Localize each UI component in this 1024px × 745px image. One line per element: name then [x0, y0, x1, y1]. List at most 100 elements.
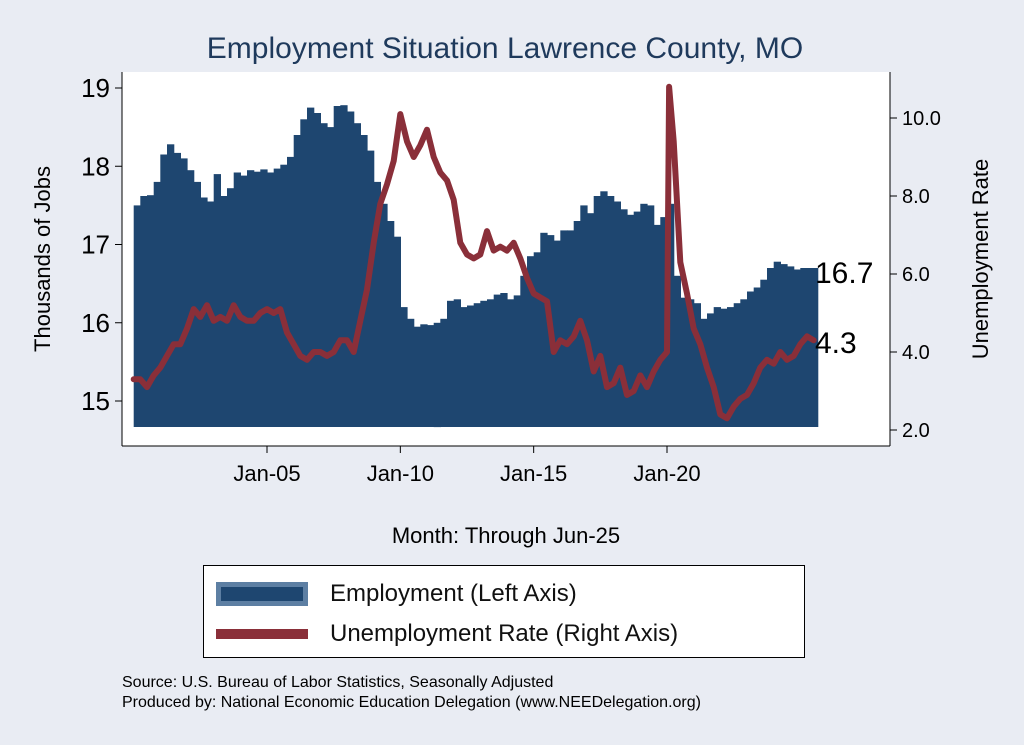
unemployment-end-label: 4.3	[815, 327, 857, 360]
employment-bar	[420, 324, 428, 427]
employment-bar	[613, 201, 621, 427]
employment-bar	[647, 205, 655, 427]
employment-bar	[720, 308, 728, 427]
employment-bar	[440, 318, 448, 427]
employment-bar	[240, 175, 248, 427]
left-tick-label: 16	[81, 308, 110, 338]
x-tick-label: Jan-05	[233, 461, 300, 486]
legend-item-employment: Employment (Left Axis)	[216, 574, 577, 614]
employment-bar	[247, 170, 255, 427]
employment-bar	[280, 164, 288, 427]
employment-bar	[773, 261, 781, 427]
employment-bar	[480, 300, 488, 427]
left-axis-label: Thousands of Jobs	[30, 166, 55, 352]
employment-bar	[467, 305, 475, 427]
employment-bar	[380, 203, 388, 427]
employment-bar	[333, 106, 341, 427]
employment-bar	[313, 113, 321, 427]
employment-bar	[300, 119, 308, 428]
employment-bar	[187, 170, 195, 427]
employment-swatch	[216, 582, 308, 606]
employment-bar	[700, 318, 708, 427]
legend-label-unemployment: Unemployment Rate (Right Axis)	[330, 620, 679, 647]
x-tick-label: Jan-20	[633, 461, 700, 486]
legend-item-unemployment: Unemployment Rate (Right Axis)	[216, 614, 678, 654]
employment-bar	[620, 209, 628, 427]
employment-bar	[507, 299, 515, 427]
employment-bar	[673, 275, 681, 427]
employment-bar	[393, 236, 401, 427]
employment-bar	[407, 318, 415, 427]
employment-bar	[260, 169, 268, 427]
employment-bar	[353, 123, 361, 427]
x-axis-ticks: Jan-05 Jan-10 Jan-15 Jan-20	[233, 446, 701, 486]
employment-bar	[400, 307, 408, 427]
left-tick-label: 15	[81, 386, 110, 416]
employment-bar	[667, 203, 675, 427]
left-axis-ticks: 15 16 17 18 19	[81, 73, 122, 416]
employment-bar	[140, 196, 148, 427]
unemployment-line	[130, 83, 817, 422]
employment-bar	[287, 156, 295, 427]
employment-bar	[153, 181, 161, 427]
chart-title: Employment Situation Lawrence County, MO	[207, 32, 803, 65]
employment-bar	[627, 214, 635, 427]
employment-bar	[780, 264, 788, 427]
employment-bar	[680, 297, 688, 427]
legend: Employment (Left Axis) Unemployment Rate…	[203, 565, 805, 658]
right-tick-label: 4.0	[902, 342, 930, 364]
employment-bar	[233, 172, 241, 427]
x-axis-label: Month: Through Jun-25	[392, 523, 620, 548]
employment-bar	[727, 307, 735, 427]
employment-bar	[633, 211, 641, 427]
employment-bar	[767, 268, 775, 427]
employment-bar	[747, 291, 755, 427]
employment-bar	[513, 295, 521, 427]
employment-bar	[580, 205, 588, 427]
left-tick-label: 18	[81, 151, 110, 181]
employment-bar	[813, 268, 819, 427]
employment-bars	[133, 105, 819, 428]
left-tick-label: 17	[81, 230, 110, 260]
employment-bar	[193, 181, 201, 427]
employment-bar	[340, 105, 348, 427]
employment-bar	[267, 172, 275, 427]
employment-bar	[553, 240, 561, 427]
employment-bar	[273, 168, 281, 427]
employment-bar	[740, 299, 748, 427]
employment-bar	[453, 299, 461, 427]
employment-bar	[220, 196, 228, 427]
employment-bar	[560, 230, 568, 427]
right-axis-label: Unemployment Rate	[968, 159, 993, 360]
employment-bar	[587, 213, 595, 427]
left-tick-label: 19	[81, 73, 110, 103]
employment-bar	[427, 325, 435, 427]
right-tick-label: 6.0	[902, 264, 930, 286]
employment-bar	[487, 299, 495, 427]
employment-bar	[527, 256, 535, 427]
employment-bar	[167, 144, 175, 428]
employment-bar	[213, 174, 221, 427]
employment-bar	[520, 275, 528, 427]
employment-bar	[533, 252, 541, 427]
employment-bar	[607, 196, 615, 427]
employment-bar	[180, 158, 188, 427]
employment-bar	[800, 268, 808, 427]
employment-bar	[147, 195, 155, 427]
unemployment-swatch	[216, 629, 308, 639]
employment-bar	[347, 111, 355, 427]
employment-bar	[500, 293, 508, 427]
right-tick-label: 10.0	[902, 108, 941, 130]
employment-bar	[460, 307, 468, 427]
employment-bar	[640, 203, 648, 427]
employment-bar	[307, 107, 315, 427]
employment-bar	[387, 221, 395, 427]
employment-bar	[413, 326, 421, 427]
source-note: Source: U.S. Bureau of Labor Statistics,…	[122, 673, 701, 713]
employment-bar	[253, 171, 261, 427]
employment-bar	[600, 191, 608, 427]
employment-bar	[473, 303, 481, 427]
x-tick-label: Jan-10	[367, 461, 434, 486]
employment-bar	[760, 279, 768, 427]
employment-bar	[687, 299, 695, 427]
